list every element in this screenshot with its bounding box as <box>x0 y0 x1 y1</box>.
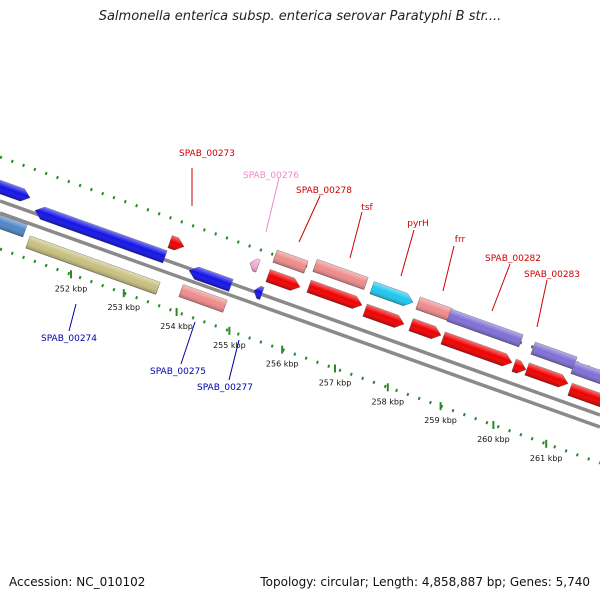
feature-spab-00283-shade <box>511 359 526 374</box>
feature-spab-00283-a <box>530 341 578 370</box>
gene-label-9: SPAB_00275 <box>150 367 206 377</box>
feature-spab-00283 <box>511 358 527 374</box>
feature-tsf-b <box>306 279 363 309</box>
leader-line-4 <box>400 229 415 277</box>
kbp-ticks: 252 kbp 253 kbp 254 kbp 255 kbp 256 kbp 257 k… <box>55 270 563 463</box>
accession-text: Accession: NC_010102 <box>9 575 146 589</box>
backbone-line-inner <box>0 211 600 429</box>
feature-spab-00275-b-shade <box>178 284 228 313</box>
gene-label-6: SPAB_00282 <box>485 254 541 264</box>
feature-pyrH-b <box>362 303 405 328</box>
feature-spab-00284-b <box>567 382 600 410</box>
feature-spab-00274-olive-shade <box>25 235 161 295</box>
feature-pyrH-b-shade <box>362 304 405 328</box>
feature-tsf <box>312 258 369 290</box>
feature-spab-00274-a-shade <box>35 207 168 263</box>
leader-line-2 <box>298 195 321 243</box>
tick-label-4: 256 kbp <box>266 360 299 369</box>
topology-text: Topology: circular; Length: 4,858,887 bp… <box>260 575 590 589</box>
leader-line-9 <box>180 321 196 365</box>
feature-tsf-shade <box>312 259 369 290</box>
gene-features <box>0 177 600 410</box>
feature-spab-00283-b-shade <box>524 362 569 388</box>
feature-spab-00284-shade <box>570 361 600 387</box>
gene-label-1: SPAB_00276 <box>243 171 299 181</box>
tick-label-2: 254 kbp <box>160 322 193 331</box>
feature-spab-00278-b-shade <box>265 269 301 291</box>
feature-spab-00283-a-shade <box>530 341 578 370</box>
leader-line-8 <box>68 303 77 332</box>
feature-frr <box>415 296 453 321</box>
gene-label-2: SPAB_00278 <box>296 186 352 196</box>
feature-spab-00274-olive <box>25 235 161 295</box>
feature-steel-shade <box>0 212 28 238</box>
feature-spab-00276 <box>249 258 261 273</box>
feature-spab-00284 <box>570 360 600 387</box>
feature-frr-b-shade <box>408 318 442 339</box>
leader-line-3 <box>349 211 363 259</box>
inner-dotted-guide <box>0 247 600 465</box>
feature-tsf-b-shade <box>306 280 362 309</box>
feature-steel <box>0 212 28 238</box>
feature-spab-00277 <box>253 285 265 300</box>
tick-label-8: 260 kbp <box>477 435 510 444</box>
gene-label-7: SPAB_00283 <box>524 270 580 280</box>
feature-spab-00278-b <box>265 269 301 291</box>
feature-spab-00274-a <box>34 206 168 264</box>
leader-line-7 <box>536 279 548 328</box>
gene-label-3: tsf <box>361 203 373 213</box>
feature-0272 <box>0 177 31 202</box>
gene-label-4: pyrH <box>407 219 429 229</box>
tick-label-3: 255 kbp <box>213 341 246 350</box>
feature-spab-00282-b-shade <box>440 331 512 367</box>
feature-spab-00276-shade <box>250 258 261 273</box>
tick-label-1: 253 kbp <box>107 303 140 312</box>
tick-label-0: 252 kbp <box>55 284 88 293</box>
tick-label-9: 261 kbp <box>530 454 563 463</box>
leader-line-5 <box>442 245 455 292</box>
gene-label-8: SPAB_00274 <box>41 334 97 344</box>
feature-spab-00283-b <box>524 362 569 388</box>
feature-spab-00275-b <box>178 284 228 313</box>
feature-spab-00275-shade <box>189 266 234 292</box>
feature-0272-shade <box>0 177 31 202</box>
feature-pyrH-shade <box>369 281 414 306</box>
tick-label-5: 257 kbp <box>319 378 352 387</box>
feature-frr-b <box>408 318 442 339</box>
leader-line-1 <box>265 177 280 233</box>
gene-label-10: SPAB_00277 <box>197 383 253 393</box>
dotted-guides <box>0 155 600 465</box>
feature-spab-00275 <box>188 266 234 292</box>
feature-pyrH <box>369 281 414 306</box>
feature-spab-00273 <box>167 235 185 251</box>
feature-spab-00278 <box>272 249 309 274</box>
leader-line-6 <box>491 263 511 312</box>
tick-label-6: 258 kbp <box>371 397 404 406</box>
feature-spab-00282 <box>446 308 524 348</box>
feature-spab-00282-b <box>440 331 513 367</box>
leader-line-10 <box>228 339 240 381</box>
gene-label-5: frr <box>455 235 466 245</box>
feature-spab-00278-shade <box>272 249 309 274</box>
feature-spab-00277-shade <box>254 286 265 300</box>
gene-label-0: SPAB_00273 <box>179 149 235 159</box>
feature-spab-00284-b-shade <box>567 383 600 410</box>
feature-spab-00273-shade <box>167 235 184 251</box>
feature-spab-00282-shade <box>446 309 524 347</box>
map-title: Salmonella enterica subsp. enterica sero… <box>98 9 502 24</box>
tick-label-7: 259 kbp <box>424 416 457 425</box>
feature-frr-shade <box>415 296 453 321</box>
